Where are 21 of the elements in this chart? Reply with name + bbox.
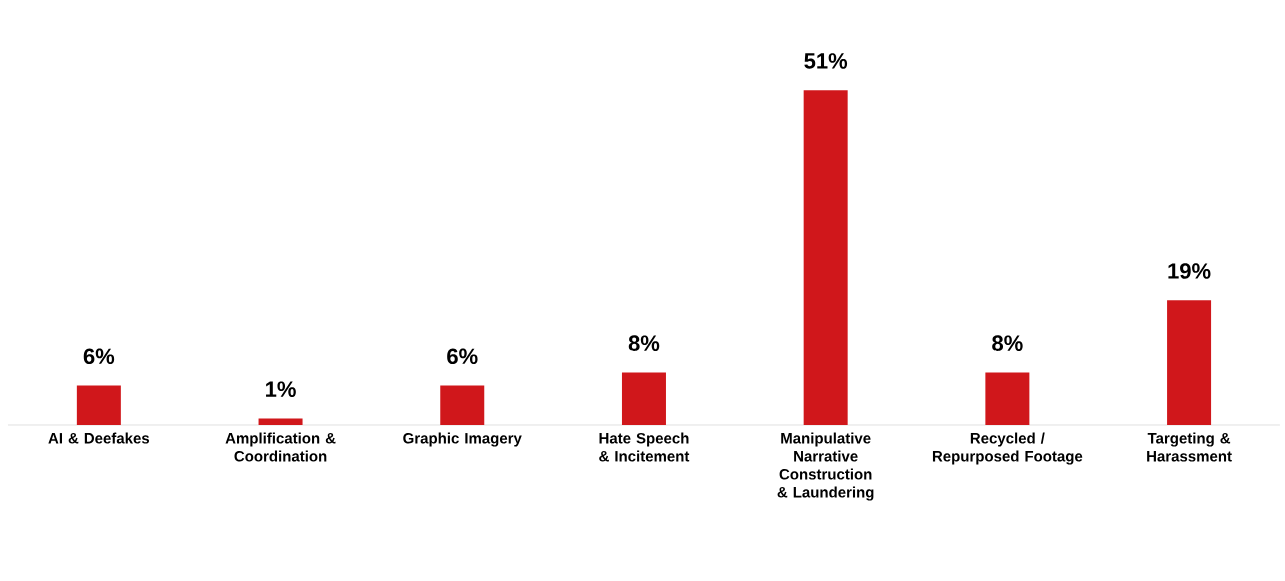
bar bbox=[440, 385, 485, 425]
bar bbox=[76, 385, 121, 425]
data-label: 1% bbox=[266, 381, 296, 397]
bar bbox=[803, 90, 848, 425]
bar bbox=[621, 372, 666, 425]
data-label: 51% bbox=[804, 53, 848, 69]
data-label: 6% bbox=[83, 348, 115, 365]
data-label: 6% bbox=[447, 348, 478, 365]
bar bbox=[1167, 300, 1212, 425]
bar bbox=[985, 372, 1030, 425]
data-label: 19% bbox=[1168, 263, 1211, 279]
x-tick-label: Amplification & Coordination bbox=[225, 432, 336, 462]
x-tick-label: Hate Speech & Incitement bbox=[599, 432, 690, 462]
x-tick-label: Graphic Imagery bbox=[403, 432, 522, 447]
x-tick-label: Manipulative Narrative Construction & Laundering bbox=[777, 432, 874, 501]
x-tick-label: Recycled / Repurposed Footage bbox=[932, 432, 1083, 465]
x-tick-label: Targeting & Harassment bbox=[1147, 432, 1232, 462]
data-label: 8% bbox=[992, 335, 1023, 351]
bar bbox=[258, 418, 303, 425]
data-label: 8% bbox=[628, 335, 660, 351]
x-tick-label: AI & Deefakes bbox=[48, 432, 150, 444]
